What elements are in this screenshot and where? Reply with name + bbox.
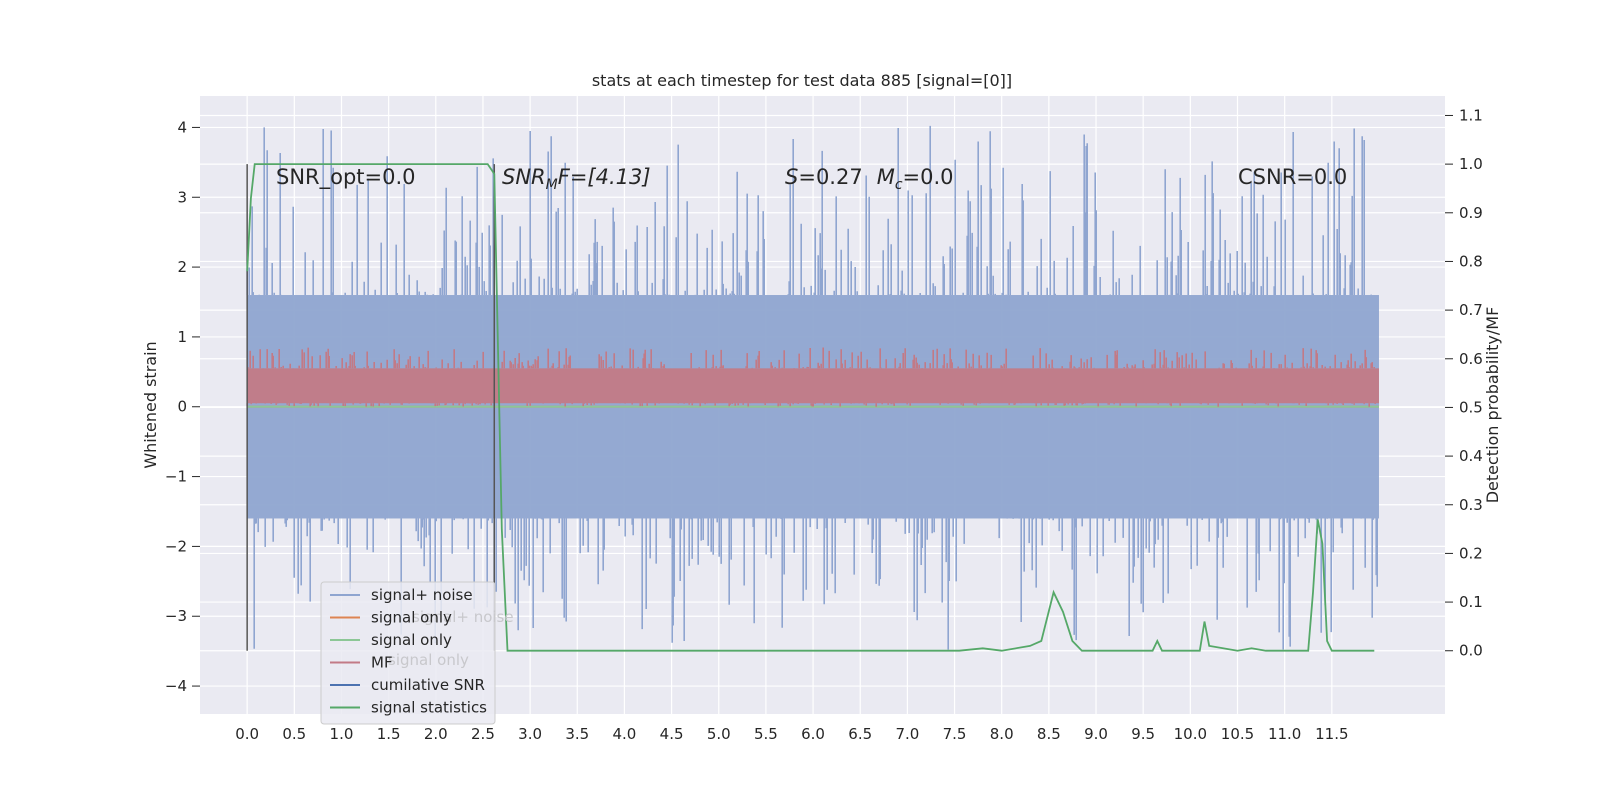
annotation-s-value: =0.27 <box>798 165 862 189</box>
x-tick-label: 4.0 <box>613 725 637 743</box>
y-right-tick-label: 0.3 <box>1459 496 1483 514</box>
y-axis-right-ticks: 1.1 1.0 0.9 0.8 0.7 0.6 0.5 0.4 0.3 0.2 0.1 0.0 <box>1445 106 1483 660</box>
x-tick-label: 2.5 <box>471 725 495 743</box>
series-mf-3-band <box>247 368 1379 404</box>
y-tick-label: 2 <box>177 258 187 276</box>
x-tick-label: 11.5 <box>1315 725 1348 743</box>
x-tick-label: 10.5 <box>1221 725 1254 743</box>
series-signal-statistics-5 <box>246 163 1375 652</box>
y-tick-label: 4 <box>177 118 187 136</box>
x-tick-label: 7.5 <box>943 725 967 743</box>
annotations: SNR_opt=0.0 SNRMF=[4.13] S=0.27 Mc=0.0 CS… <box>276 165 1347 193</box>
x-tick-label: 3.5 <box>565 725 589 743</box>
series-layer <box>246 125 1379 652</box>
x-tick-label: 3.0 <box>518 725 542 743</box>
annotation-snr-mf: SNRMF=[4.13] <box>502 165 651 193</box>
y-tick-label: 3 <box>177 188 187 206</box>
y-tick-label: −2 <box>165 537 187 555</box>
annotation-snr-mf-subscript: M <box>546 177 558 193</box>
x-tick-label: 8.5 <box>1037 725 1061 743</box>
chart-title: stats at each timestep for test data 885… <box>592 71 1012 90</box>
y-right-tick-label: 0.6 <box>1459 350 1483 368</box>
annotation-csnr: CSNR=0.0 <box>1238 165 1347 189</box>
y-tick-label: −1 <box>165 468 187 486</box>
annotation-snr-mf-value: F=[4.13] <box>558 165 651 189</box>
y-right-tick-label: 0.8 <box>1459 252 1483 270</box>
y-right-tick-label: 0.7 <box>1459 301 1483 319</box>
annotation-mc-label: M <box>877 165 895 189</box>
y-tick-label: 0 <box>177 398 187 416</box>
legend: signal+ noise signal only signal+ noises… <box>320 581 514 725</box>
legend-label-5: signal statistics <box>371 699 487 717</box>
x-tick-label: 7.0 <box>895 725 919 743</box>
annotation-snr-mf-snr: SNR <box>502 165 546 189</box>
y-right-tick-label: 0.4 <box>1459 447 1483 465</box>
legend-label-2: signal only <box>371 631 452 649</box>
x-axis-ticks: 0.0 0.5 1.0 1.5 2.0 2.5 3.0 3.5 4.0 4.5 5.0 5.5 6.0 6… <box>235 725 1348 743</box>
legend-label-0: signal+ noise <box>371 586 473 604</box>
y-right-tick-label: 0.5 <box>1459 398 1483 416</box>
y-tick-label: −4 <box>165 677 187 695</box>
x-tick-label: 0.5 <box>282 725 306 743</box>
x-tick-label: 11.0 <box>1268 725 1301 743</box>
legend-label-1: signal only <box>371 609 452 627</box>
annotation-s-mc: S=0.27 Mc=0.0 <box>785 165 954 193</box>
legend-ghost-label-1: signal+ noise <box>412 608 514 626</box>
legend-ghost-label-2: signal only <box>388 651 469 669</box>
y-axis-label: Whitened strain <box>141 341 160 468</box>
x-tick-label: 9.5 <box>1131 725 1155 743</box>
x-tick-label: 0.0 <box>235 725 259 743</box>
legend-label-4: cumilative SNR <box>371 676 485 694</box>
annotation-s-label: S <box>785 165 798 189</box>
annotation-snr-opt: SNR_opt=0.0 <box>276 165 416 190</box>
x-tick-label: 9.0 <box>1084 725 1108 743</box>
y-right-tick-label: 0.9 <box>1459 204 1483 222</box>
legend-label-3: MF <box>371 654 393 672</box>
x-tick-label: 5.0 <box>707 725 731 743</box>
x-tick-label: 5.5 <box>754 725 778 743</box>
x-tick-label: 2.0 <box>424 725 448 743</box>
x-tick-label: 10.0 <box>1174 725 1207 743</box>
y-tick-label: −3 <box>165 607 187 625</box>
y-axis-right-label: Detection probability/MF <box>1483 307 1502 504</box>
y-right-tick-label: 1.0 <box>1459 155 1483 173</box>
x-tick-label: 4.5 <box>660 725 684 743</box>
y-right-tick-label: 0.1 <box>1459 593 1483 611</box>
legend-box <box>320 581 496 725</box>
annotation-mc-subscript: c <box>895 177 903 193</box>
x-tick-label: 1.0 <box>330 725 354 743</box>
x-tick-label: 8.0 <box>990 725 1014 743</box>
y-right-tick-label: 0.2 <box>1459 544 1483 562</box>
y-axis-ticks: 4 3 2 1 0 −1 −2 −3 −4 <box>165 118 200 695</box>
y-tick-label: 1 <box>177 328 187 346</box>
x-tick-label: 1.5 <box>377 725 401 743</box>
annotation-mc-value: =0.0 <box>903 165 954 189</box>
x-tick-label: 6.0 <box>801 725 825 743</box>
y-right-tick-label: 0.0 <box>1459 642 1483 660</box>
y-right-tick-label: 1.1 <box>1459 106 1483 124</box>
series-mf-3 <box>246 347 1379 407</box>
x-tick-label: 6.5 <box>848 725 872 743</box>
